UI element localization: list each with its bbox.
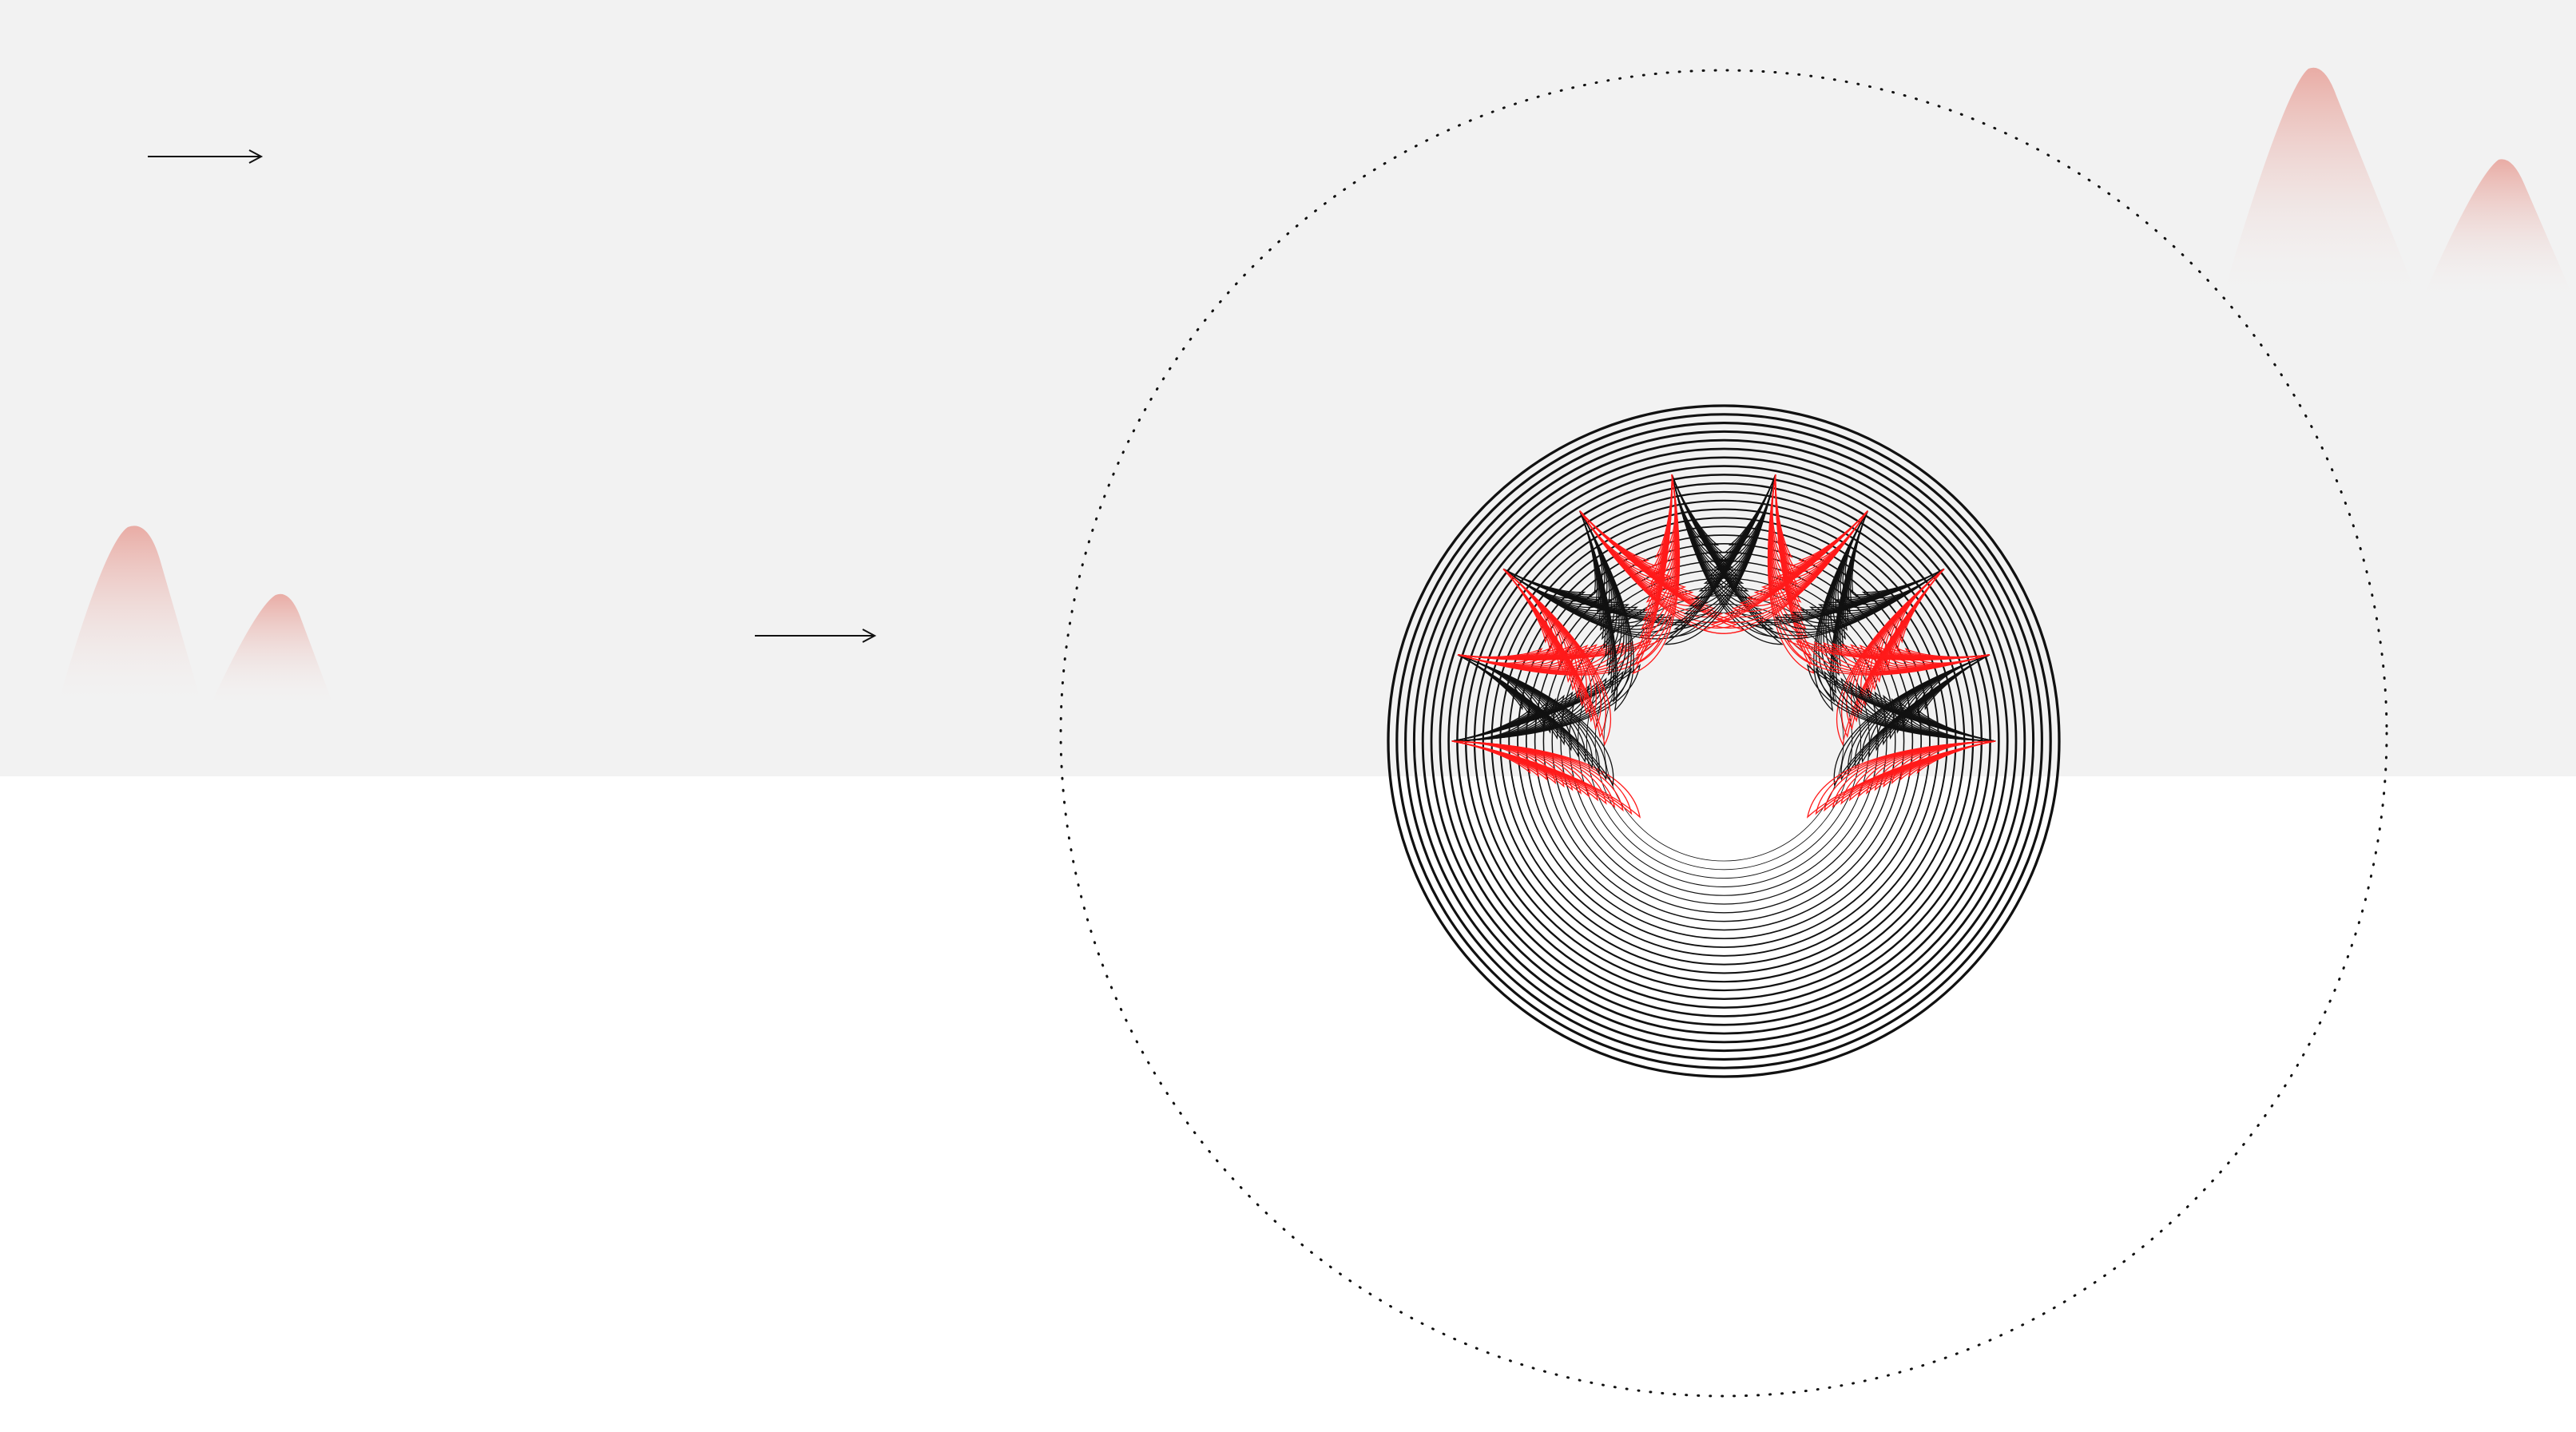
ring: [1517, 534, 1931, 948]
petal-contour: [1728, 474, 1776, 546]
ring: [1387, 404, 2061, 1078]
petal-icon: [1451, 664, 1641, 819]
petal-contour: [1457, 654, 1523, 711]
arrow-top-icon: [148, 149, 264, 164]
ring: [1404, 422, 2043, 1061]
ring: [1534, 551, 1914, 931]
ring: [1603, 621, 1844, 862]
ring: [1395, 413, 2052, 1069]
ring: [1439, 456, 2009, 1026]
ring: [1473, 490, 1975, 992]
ring: [1490, 508, 1957, 974]
ring: [1525, 542, 1923, 940]
petal-icon: [1632, 474, 1784, 675]
petal-contour: [1904, 648, 1991, 664]
petal-icon: [1806, 664, 1996, 819]
arrow-middle-icon: [755, 629, 877, 643]
ring: [1542, 560, 1905, 922]
petal-contour: [1502, 569, 1549, 644]
ring: [1482, 499, 1966, 983]
mountains-left-icon: [56, 526, 335, 711]
petal-contour: [1899, 569, 1945, 644]
ring: [1464, 482, 1983, 1000]
dotted-orbit-icon: [1059, 69, 2388, 1398]
ring: [1578, 595, 1870, 887]
mountains-right-icon: [2221, 67, 2576, 303]
petal-contour: [1502, 568, 1586, 599]
ring: [1499, 517, 1948, 966]
petal-contour: [1654, 474, 1676, 558]
ring: [1508, 526, 1939, 957]
petal-contour: [1451, 708, 1531, 742]
petal-contour: [1579, 510, 1649, 562]
petals-group: [1451, 474, 1996, 819]
petal-contour: [1772, 474, 1793, 558]
ring: [1412, 430, 2035, 1053]
ring: [1421, 438, 2026, 1044]
petal-icon: [1502, 568, 1700, 747]
top-gray-band: [0, 0, 2576, 776]
petal-contour: [1798, 510, 1868, 562]
petal-contour: [1451, 740, 1531, 775]
ring: [1594, 612, 1853, 871]
petal-icon: [1702, 510, 1868, 712]
ring: [1456, 474, 1991, 1009]
ring: [1586, 603, 1862, 879]
petal-contour: [1457, 648, 1543, 664]
petal-contour: [1861, 568, 1945, 599]
petal-contour: [1916, 708, 1996, 742]
ring: [1447, 465, 2000, 1017]
petal-contour: [1844, 510, 1868, 596]
petal-contour: [1924, 654, 1991, 711]
ring: [1430, 447, 2018, 1035]
petal-contour: [1671, 474, 1720, 546]
petal-contour: [1579, 510, 1603, 596]
concentric-rings-icon: [1387, 404, 2061, 1078]
petal-contour: [1916, 740, 1996, 775]
